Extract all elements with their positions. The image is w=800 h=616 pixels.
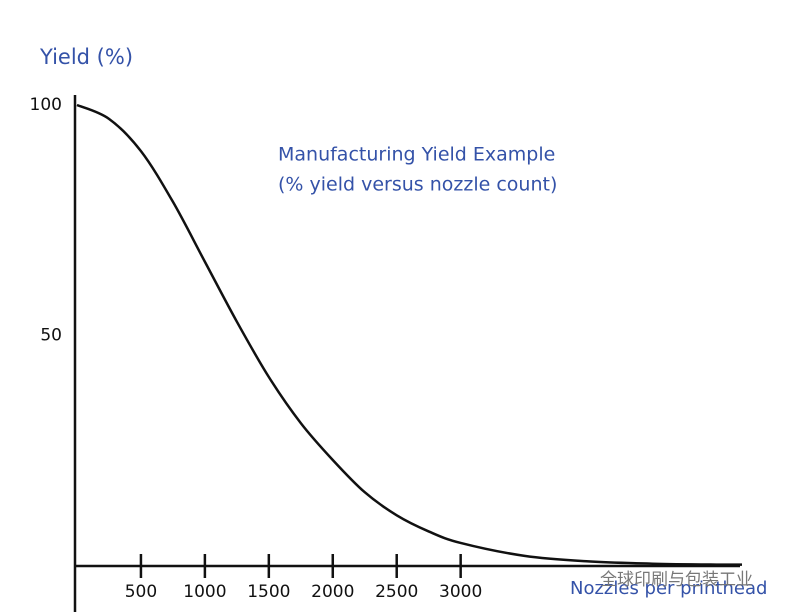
- yield-curve: [76, 103, 743, 566]
- annotation: (% yield versus nozzle count): [278, 174, 557, 196]
- watermark: 全球印刷与包装工业: [600, 570, 753, 590]
- x-tick-label: 2000: [311, 582, 354, 602]
- annotation: Manufacturing Yield Example: [278, 144, 555, 166]
- x-axis-label: Nozzles per printhead: [570, 578, 767, 599]
- x-tick-label: 500: [125, 582, 157, 602]
- x-tick-label: 1000: [183, 582, 226, 602]
- y-tick-label: 50: [40, 326, 62, 346]
- x-tick-label: 1500: [247, 582, 290, 602]
- x-tick-label: 3000: [439, 582, 482, 602]
- x-tick-label: 2500: [375, 582, 418, 602]
- y-tick-label: 100: [30, 95, 62, 115]
- y-axis-label: Yield (%): [39, 45, 133, 69]
